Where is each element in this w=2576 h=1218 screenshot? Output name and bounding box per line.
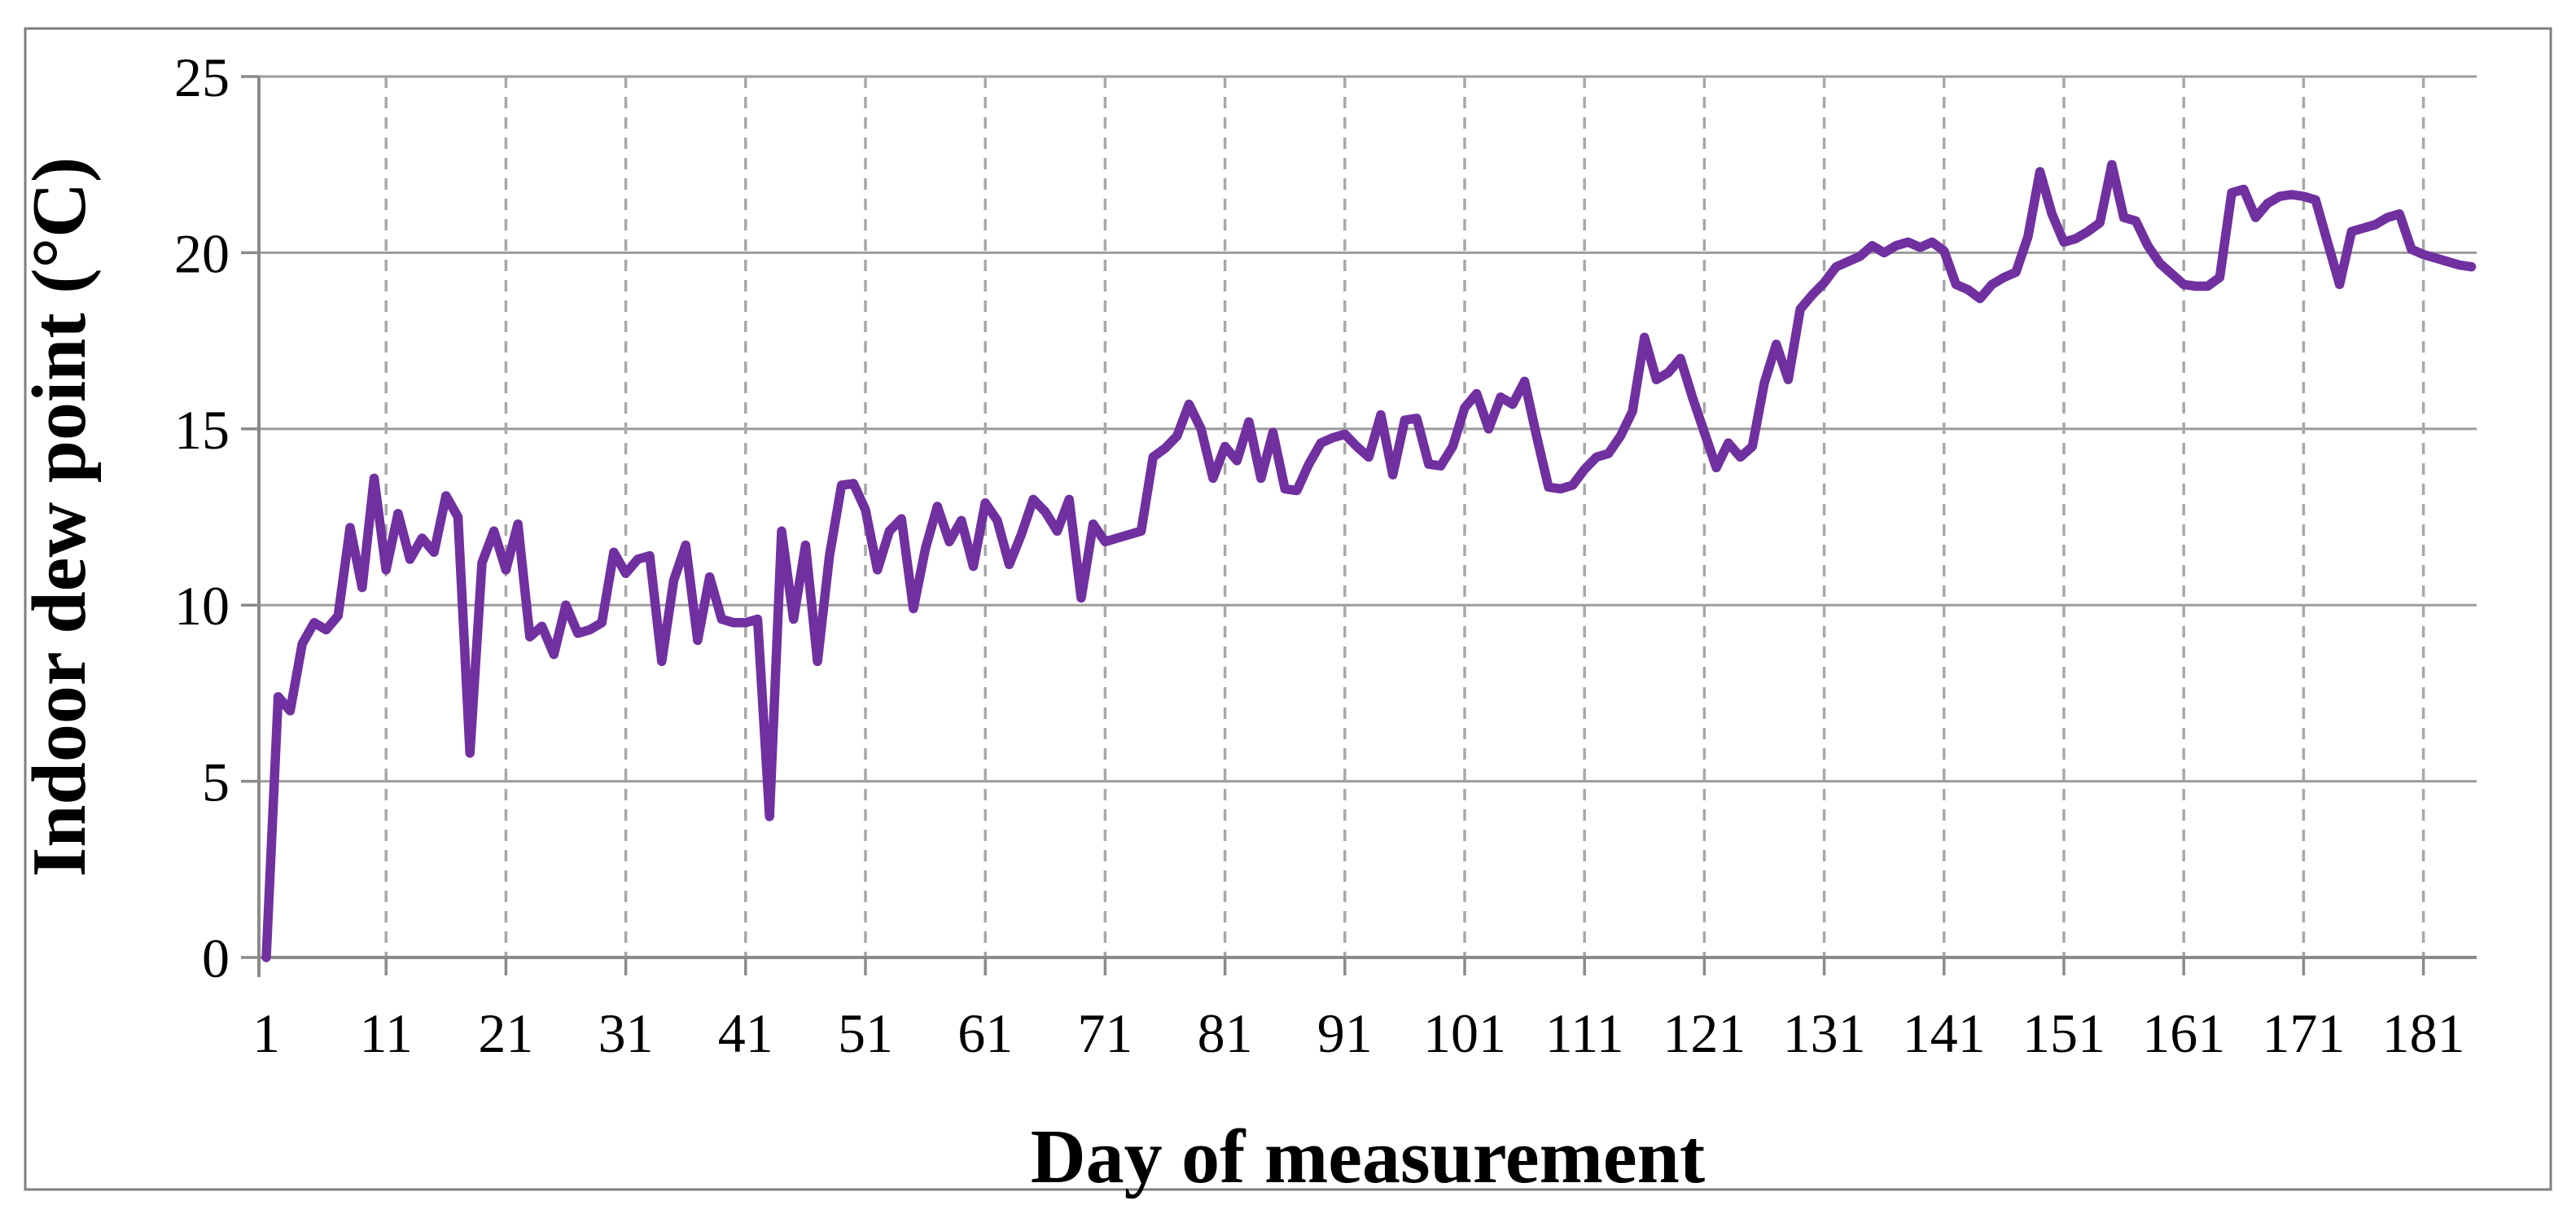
- x-tick-label-21: 21: [478, 1002, 533, 1064]
- x-tick-label-31: 31: [598, 1002, 654, 1064]
- x-tick-label-161: 161: [2142, 1002, 2225, 1064]
- x-tick-label-51: 51: [838, 1002, 893, 1064]
- y-tick-label-10: 10: [174, 575, 230, 637]
- x-tick-label-1: 1: [252, 1002, 280, 1064]
- x-tick-label-121: 121: [1663, 1002, 1746, 1064]
- x-tick-label-71: 71: [1077, 1002, 1132, 1064]
- x-tick-label-101: 101: [1423, 1002, 1506, 1064]
- x-tick-label-61: 61: [957, 1002, 1013, 1064]
- x-tick-label-151: 151: [2022, 1002, 2105, 1064]
- y-tick-label-20: 20: [174, 222, 230, 284]
- chart-border: [24, 27, 2552, 1191]
- x-axis-title: Day of measurement: [1031, 1115, 1705, 1199]
- y-tick-label-5: 5: [202, 751, 230, 813]
- x-tick-label-11: 11: [359, 1002, 412, 1064]
- y-tick-label-0: 0: [202, 927, 230, 989]
- horizontal-gridlines: [259, 75, 2477, 783]
- axis-tick-marks: [241, 75, 2425, 975]
- data-series-line: [261, 160, 2477, 962]
- y-tick-labels: 0 5 10 15 20 25: [174, 46, 230, 989]
- y-axis-title: Indoor dew point (°C): [17, 157, 102, 878]
- vertical-dashed-gridlines: [384, 77, 2425, 957]
- x-tick-label-171: 171: [2262, 1002, 2345, 1064]
- y-tick-label-15: 15: [174, 399, 230, 461]
- x-tick-labels: 1 11 21 31 41 51 61 71 81 91 101 111 121 131 141 151 161…: [252, 1002, 2465, 1064]
- x-tick-label-91: 91: [1317, 1002, 1373, 1064]
- x-tick-label-81: 81: [1198, 1002, 1253, 1064]
- y-tick-label-25: 25: [174, 46, 230, 108]
- axis-lines: [257, 77, 2477, 977]
- x-tick-label-111: 111: [1545, 1002, 1624, 1064]
- x-tick-label-181: 181: [2382, 1002, 2465, 1064]
- x-tick-label-141: 141: [1903, 1002, 1986, 1064]
- x-tick-label-131: 131: [1783, 1002, 1866, 1064]
- x-tick-label-41: 41: [718, 1002, 773, 1064]
